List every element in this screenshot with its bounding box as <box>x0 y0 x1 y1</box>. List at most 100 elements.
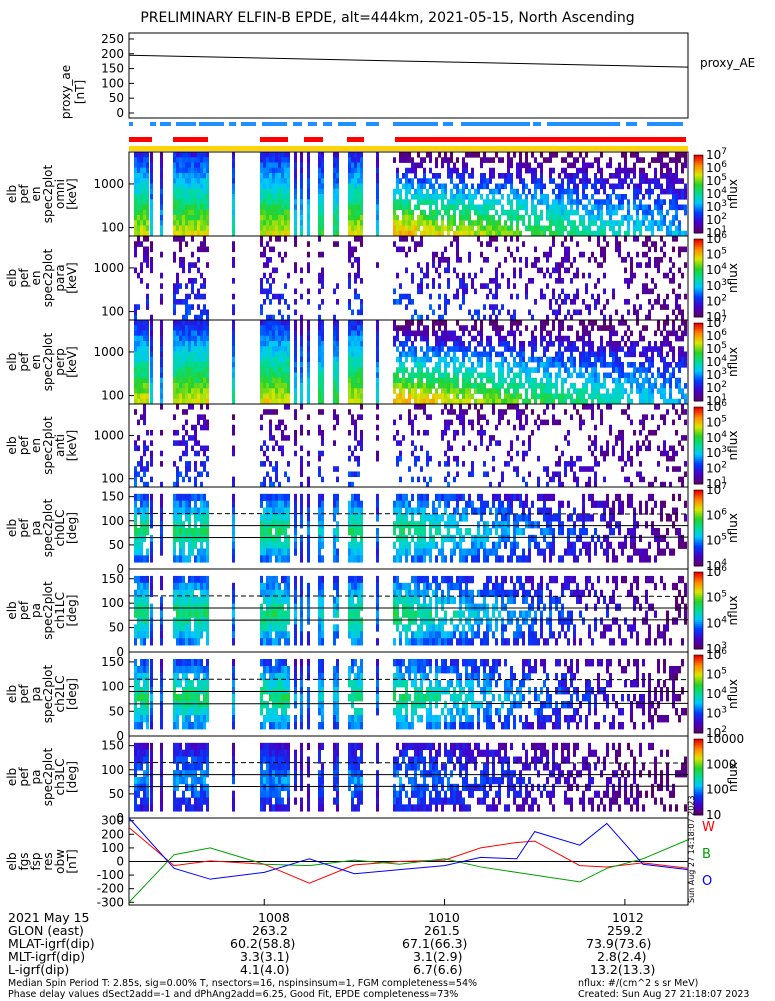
coverage-blue-bar <box>323 122 332 126</box>
en_para-ylabel-5: [keV] <box>65 262 79 293</box>
proxy-ae-ytick: 0 <box>116 106 124 120</box>
proxy-ae-frame <box>129 33 688 118</box>
proxy-ae-line <box>129 55 688 67</box>
footer-row-4-v3: 13.2(13.3) <box>590 963 655 976</box>
proxy-ae-ytick: 150 <box>101 62 124 76</box>
coverage-yellow-bar <box>129 146 688 151</box>
coverage-blue-bar <box>393 122 438 126</box>
coverage-red-bar <box>173 137 208 142</box>
pa_ch1-cbar-label: nflux <box>726 596 740 626</box>
coverage-blue-bar <box>241 122 256 126</box>
en_anti-ytick: 1000 <box>93 429 124 443</box>
fgs-ytick: 100 <box>101 841 124 855</box>
en_perp-colorbar <box>694 323 703 402</box>
pa_ch2-cbar-tick: 104 <box>706 686 727 701</box>
coverage-red-bar <box>260 137 288 142</box>
en_anti-cbar-label: nflux <box>726 431 740 461</box>
en_anti-cbar-tick: 106 <box>706 399 727 414</box>
pa_ch1-ytick: 100 <box>101 596 124 610</box>
en_anti-cbar-tick: 104 <box>706 430 727 445</box>
en_para-colorbar <box>694 239 703 318</box>
coverage-red-bar <box>129 137 152 142</box>
fgs-side-timestamp: Sun Aug 27 14:18:07 2023 <box>687 796 696 903</box>
en_anti-ylabel-5: [keV] <box>65 430 79 461</box>
footer-row-4-v1: 4.1(4.0) <box>240 963 290 976</box>
en_para-cbar-tick: 104 <box>706 262 727 277</box>
pa_ch0-cbar-tick: 105 <box>706 533 727 548</box>
coverage-blue-bar <box>160 122 171 126</box>
pa_ch1-ytick: 150 <box>101 572 124 586</box>
coverage-blue-bar <box>338 122 356 126</box>
en_omni-ytick: 1000 <box>93 177 124 191</box>
pa_ch2-cbar-tick: 105 <box>706 667 727 682</box>
coverage-red-bar <box>395 137 686 142</box>
fgs-legend-B: B <box>702 847 711 862</box>
en_omni-cbar-label: nflux <box>726 179 740 209</box>
coverage-blue-bar <box>293 122 302 126</box>
pa_ch0-ylabel-5: [deg] <box>65 512 79 544</box>
fgs-ytick: -300 <box>97 895 124 909</box>
fgs-ytick: 200 <box>101 827 124 841</box>
pa_ch1-cbar-tick: 106 <box>706 564 727 579</box>
en_perp-ylabel-5: [keV] <box>65 346 79 377</box>
en_para-cbar-label: nflux <box>726 263 740 293</box>
coverage-blue-bar <box>199 122 224 126</box>
pa_ch1-colorbar <box>694 572 703 650</box>
pa_ch2-cbar-tick: 106 <box>706 647 727 662</box>
fgs-ytick: 300 <box>101 814 124 828</box>
pa_ch0-ytick: 150 <box>101 490 124 504</box>
proxy-ae-ylabel: proxy_ae <box>59 65 73 119</box>
fgs-ytick: 0 <box>116 855 124 869</box>
proxy-ae-yunit: [nT] <box>73 80 87 104</box>
en_anti-ytick: 100 <box>101 472 124 486</box>
proxy-ae-ytick: 50 <box>109 91 124 105</box>
fgs-ylabel-5: [nT] <box>65 849 79 873</box>
en_anti-colorbar <box>694 407 703 485</box>
en_perp-cbar-label: nflux <box>726 347 740 377</box>
en_omni-ylabel-5: [keV] <box>65 178 79 209</box>
pa_ch0-ytick: 50 <box>109 538 124 552</box>
coverage-red-bar <box>347 137 364 142</box>
pa_ch3-ytick: 100 <box>101 763 124 777</box>
en_omni-colorbar <box>694 155 703 234</box>
pa_ch0-colorbar <box>694 490 703 567</box>
coverage-blue-bar <box>547 122 620 126</box>
en_anti-cbar-tick: 102 <box>706 461 727 476</box>
coverage-blue-bar <box>229 122 236 126</box>
fgs-ytick: -200 <box>97 882 124 896</box>
coverage-blue-bar <box>647 122 683 126</box>
en_anti-cbar-tick: 105 <box>706 414 727 429</box>
pa_ch2-ytick: 50 <box>109 704 124 718</box>
en_perp-ytick: 100 <box>101 389 124 403</box>
en_para-cbar-tick: 105 <box>706 247 727 262</box>
pa_ch2-colorbar <box>694 655 703 734</box>
pa_ch0-cbar-tick: 106 <box>706 507 727 522</box>
en_para-ytick: 1000 <box>93 261 124 275</box>
coverage-blue-bar <box>626 122 637 126</box>
pa_ch2-cbar-label: nflux <box>726 679 740 709</box>
en_para-cbar-tick: 102 <box>706 293 727 308</box>
pa_ch1-cbar-tick: 105 <box>706 590 727 605</box>
coverage-blue-bar <box>262 122 287 126</box>
pa_ch3-cbar-label: nflux <box>726 762 740 792</box>
pa_ch2-cbar-tick: 103 <box>706 706 727 721</box>
pa_ch0-cbar-label: nflux <box>726 513 740 543</box>
pa_ch1-ytick: 50 <box>109 621 124 635</box>
coverage-blue-bar <box>176 122 196 126</box>
pa_ch3-ytick: 50 <box>109 787 124 801</box>
coverage-blue-bar <box>150 122 156 126</box>
coverage-blue-bar <box>461 122 530 126</box>
en_para-cbar-tick: 106 <box>706 231 727 246</box>
fgs-legend-W: W <box>702 820 715 835</box>
coverage-blue-bar <box>443 122 453 126</box>
en_para-ytick: 100 <box>101 305 124 319</box>
en_anti-cbar-tick: 103 <box>706 445 727 460</box>
pa_ch3-ytick: 150 <box>101 739 124 753</box>
proxy-ae-ytick: 250 <box>101 32 124 46</box>
proxy-ae-ytick: 200 <box>101 47 124 61</box>
coverage-blue-bar <box>129 122 133 126</box>
en_omni-ytick: 100 <box>101 221 124 235</box>
pa_ch0-ytick: 100 <box>101 514 124 528</box>
en_para-cbar-tick: 103 <box>706 278 727 293</box>
